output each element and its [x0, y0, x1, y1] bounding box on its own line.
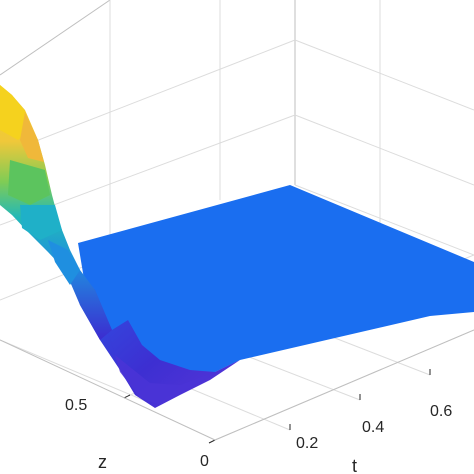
t-axis-line — [214, 329, 474, 441]
y-tick-label-0: 0 — [200, 453, 209, 470]
z-axis-line — [0, 339, 216, 441]
x-tick-label-2: 0.6 — [430, 403, 452, 420]
surface-ridge-facet-blue — [48, 240, 80, 285]
axis-ticks — [123, 369, 431, 444]
surface-ridge-facet-green — [8, 160, 50, 205]
surface-plateau — [78, 185, 474, 385]
y-axis-label: z — [98, 452, 107, 472]
x-tick-label-0: 0.2 — [296, 435, 318, 452]
x-axis-label: t — [352, 456, 357, 474]
surface-ridge-facet-teal — [20, 205, 62, 240]
surface-ridge-facet-orange — [20, 112, 44, 162]
y-tick-label-1: 0.5 — [65, 397, 87, 414]
x-tick-label-1: 0.4 — [362, 419, 384, 436]
surface-trough-edge — [100, 305, 240, 405]
